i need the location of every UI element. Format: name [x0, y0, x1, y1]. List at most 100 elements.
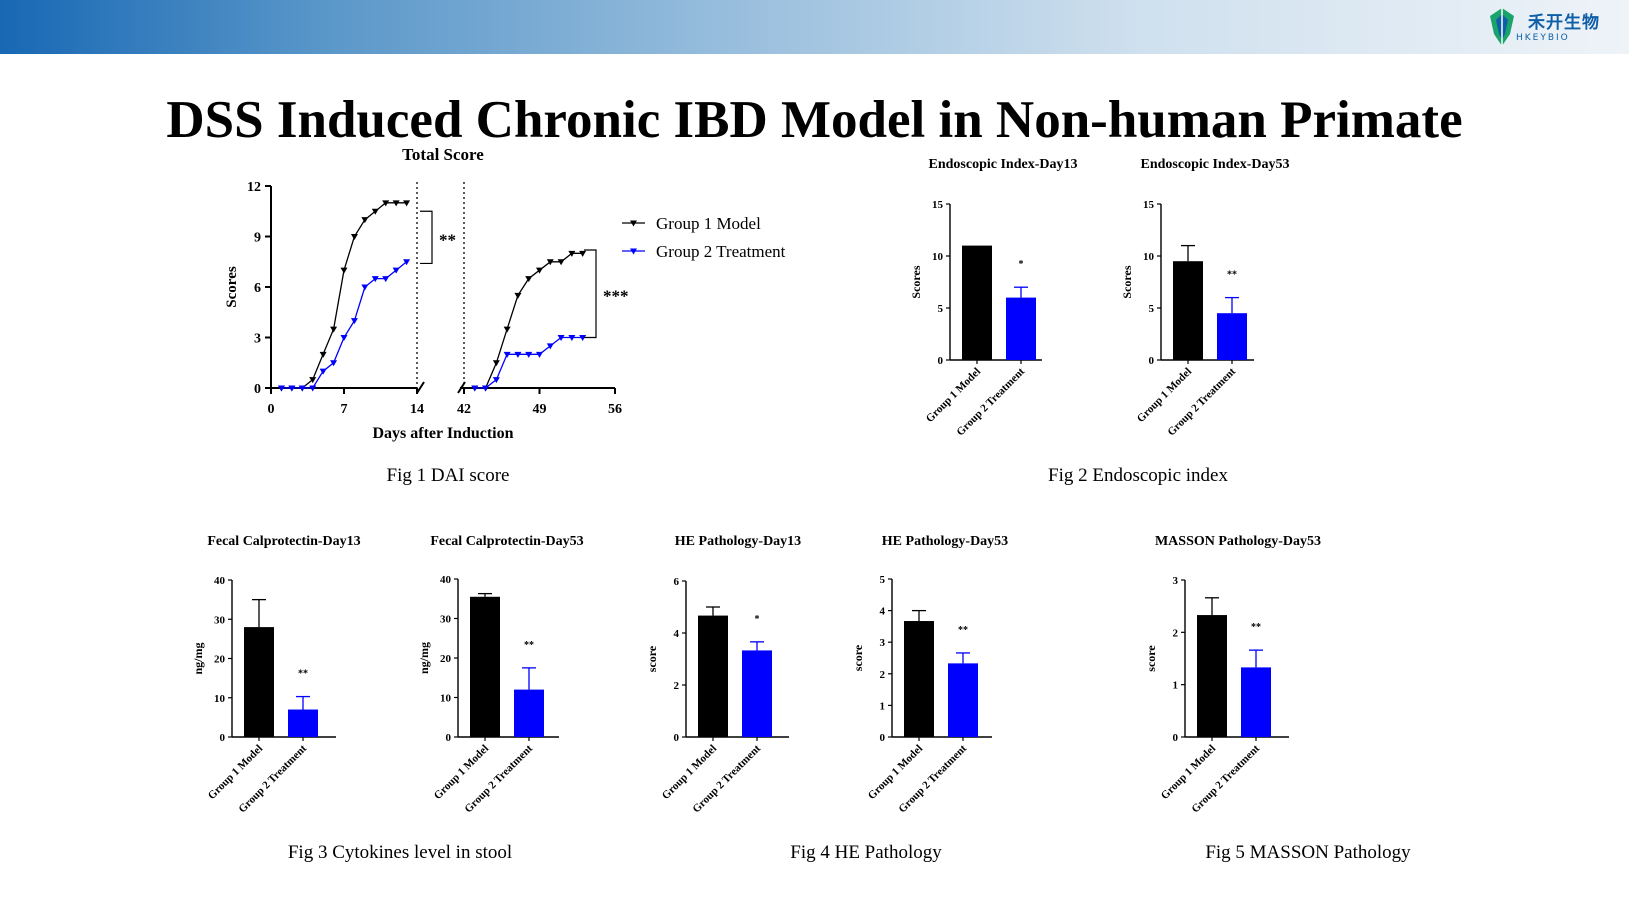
- y-tick-label: 0: [220, 732, 226, 744]
- y-tick-label: 0: [446, 732, 452, 744]
- chart-title: Endoscopic Index-Day53: [1141, 157, 1290, 172]
- page-title: DSS Induced Chronic IBD Model in Non-hum…: [166, 91, 1463, 149]
- significance-label: *: [1019, 259, 1024, 270]
- bar-group2-treatment: [1217, 313, 1247, 360]
- legend-marker: [630, 248, 637, 255]
- y-tick-label: 2: [674, 680, 680, 692]
- fig4-caption: Fig 4 HE Pathology: [790, 842, 942, 863]
- y-tick-label: 30: [440, 614, 452, 626]
- data-point: [350, 318, 358, 325]
- y-tick-label: 10: [214, 693, 226, 705]
- y-axis-label: Scores: [224, 266, 240, 308]
- y-axis-label: ng/mg: [417, 642, 431, 674]
- fig5-caption: Fig 5 MASSON Pathology: [1205, 842, 1411, 863]
- y-tick-label: 0: [1149, 355, 1155, 367]
- data-point: [319, 368, 327, 375]
- data-point: [392, 267, 400, 274]
- x-tick-label: 49: [533, 402, 547, 417]
- y-tick-label: 0: [674, 732, 680, 744]
- data-point: [546, 343, 554, 350]
- y-axis-label: Scores: [909, 265, 923, 298]
- x-axis-label: Days after Induction: [372, 425, 513, 442]
- x-tick-label: 56: [608, 402, 622, 417]
- y-tick-label: 10: [932, 251, 944, 263]
- y-tick-label: 40: [440, 574, 452, 586]
- y-tick-label: 4: [880, 606, 886, 618]
- data-point: [340, 267, 348, 274]
- fecal-calprotectin-day13-chart: Fecal Calprotectin-Day13010203040ng/mgGr…: [191, 534, 361, 815]
- data-point: [492, 360, 500, 367]
- y-tick-label: 3: [254, 332, 261, 347]
- header-band: [0, 0, 1629, 54]
- y-tick-label: 3: [880, 637, 886, 649]
- x-tick-label: 0: [268, 402, 275, 417]
- y-tick-label: 0: [1173, 732, 1179, 744]
- y-tick-label: 6: [674, 576, 680, 588]
- bar-group2-treatment: [514, 689, 544, 737]
- y-tick-label: 5: [880, 574, 886, 586]
- bar-group2-treatment: [948, 663, 978, 737]
- x-tick-label: 7: [341, 402, 348, 417]
- y-tick-label: 15: [932, 199, 944, 211]
- y-tick-label: 3: [1173, 575, 1179, 587]
- data-point: [403, 259, 411, 266]
- data-point: [403, 200, 411, 207]
- significance-label: **: [524, 640, 534, 651]
- data-point: [503, 351, 511, 358]
- data-point: [536, 351, 543, 358]
- y-axis-label: score: [851, 644, 865, 671]
- y-tick-label: 20: [214, 654, 226, 666]
- data-point: [392, 200, 400, 207]
- data-point: [514, 351, 522, 358]
- data-point: [482, 385, 490, 392]
- y-tick-label: 2: [1173, 627, 1179, 639]
- fig1-caption: Fig 1 DAI score: [386, 465, 510, 486]
- data-point: [514, 292, 522, 299]
- data-point: [277, 385, 285, 392]
- data-point: [557, 335, 565, 341]
- series-line-2: [474, 336, 583, 389]
- data-point: [579, 250, 587, 257]
- bar-group1-model: [698, 615, 728, 737]
- significance-label: **: [958, 625, 968, 636]
- data-point: [288, 385, 296, 392]
- data-point: [309, 377, 317, 384]
- y-tick-label: 40: [214, 575, 226, 587]
- data-point: [382, 276, 390, 283]
- chart-title: MASSON Pathology-Day53: [1155, 534, 1321, 549]
- data-point: [525, 351, 533, 358]
- hkeybio-logo: [1490, 8, 1514, 46]
- legend-marker: [630, 220, 637, 227]
- y-tick-label: 0: [938, 355, 944, 367]
- bar-group1-model: [1197, 615, 1227, 737]
- bar-group2-treatment: [288, 709, 318, 737]
- fig3-caption: Fig 3 Cytokines level in stool: [287, 842, 513, 863]
- data-point: [525, 276, 533, 283]
- y-tick-label: 6: [254, 281, 261, 296]
- significance-label: *: [755, 614, 760, 625]
- legend-label: Group 2 Treatment: [656, 242, 786, 261]
- series-line-2: [281, 261, 408, 389]
- bar-group1-model: [1173, 261, 1203, 360]
- data-point: [340, 335, 348, 341]
- bar-group1-model: [244, 627, 274, 737]
- bar-group2-treatment: [1006, 297, 1036, 360]
- fecal-calprotectin-day53-chart: Fecal Calprotectin-Day53010203040ng/mgGr…: [417, 534, 584, 815]
- significance-bracket-2: [584, 249, 597, 339]
- chart-title: HE Pathology-Day53: [882, 534, 1008, 549]
- bar-group2-treatment: [1241, 667, 1271, 737]
- series-line-1: [281, 202, 407, 389]
- y-axis-label: ng/mg: [191, 642, 205, 674]
- endoscopic-day13-chart: Endoscopic Index-Day13051015ScoresGroup …: [909, 157, 1077, 438]
- series-line-1: [474, 252, 583, 389]
- y-tick-label: 30: [214, 614, 226, 626]
- y-tick-label: 2: [880, 669, 886, 681]
- y-tick-label: 20: [440, 653, 452, 665]
- endoscopic-day53-chart: Endoscopic Index-Day53051015ScoresGroup …: [1120, 157, 1290, 438]
- y-tick-label: 10: [440, 693, 452, 705]
- bar-group2-treatment: [742, 650, 772, 737]
- logo-chinese-text: 禾开生物: [1528, 13, 1600, 33]
